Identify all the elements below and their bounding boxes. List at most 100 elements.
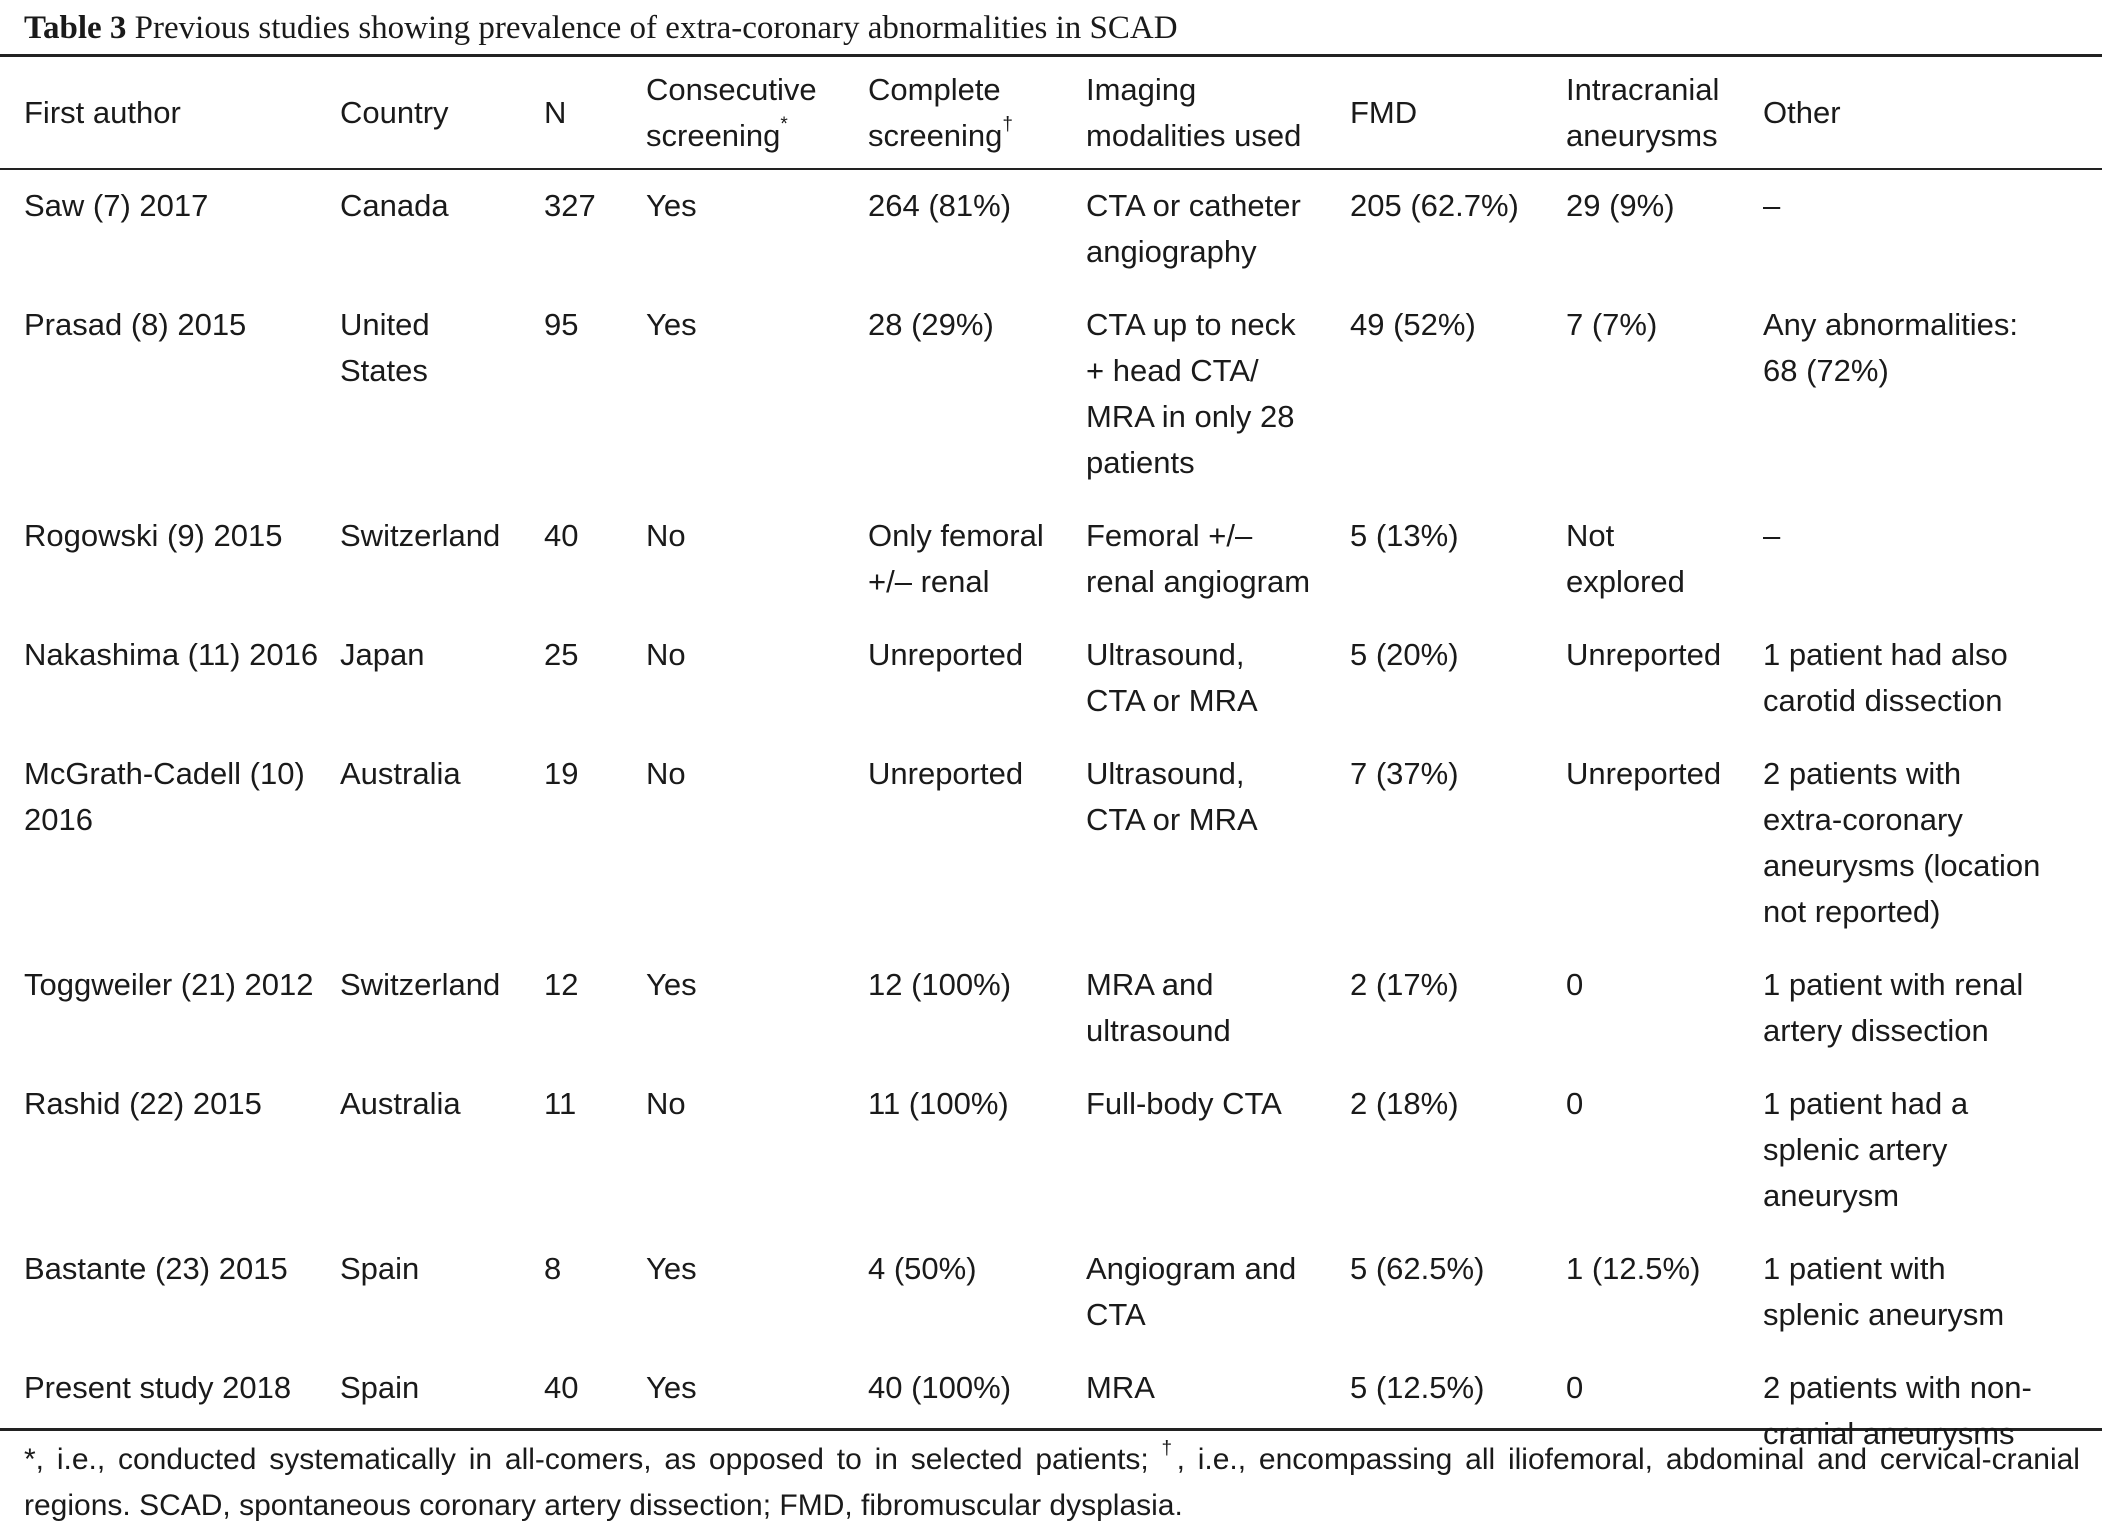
cell-fmd: 205 (62.7%) bbox=[1350, 168, 1566, 287]
cell-line: patients bbox=[1086, 445, 1195, 480]
cell-line: aneurysm bbox=[1763, 1178, 1900, 1213]
header-consecutive-screening: Consecutive screening* bbox=[646, 57, 868, 168]
cell-line: 205 (62.7%) bbox=[1350, 188, 1519, 223]
cell-line: 29 (9%) bbox=[1566, 188, 1675, 223]
footnote-dagger: † bbox=[1161, 1438, 1177, 1459]
footnote-part1: *, i.e., conducted systematically in all… bbox=[24, 1443, 1162, 1476]
header-line: Country bbox=[340, 94, 449, 130]
table-label: Table 3 bbox=[24, 10, 127, 46]
cell-consecutive-screening: Yes bbox=[646, 168, 868, 287]
cell-consecutive-screening: No bbox=[646, 736, 868, 947]
cell-fmd: 49 (52%) bbox=[1350, 287, 1566, 498]
header-line: Imaging bbox=[1086, 71, 1197, 107]
cell-line: Unreported bbox=[1566, 756, 1722, 791]
cell-line: 1 patient had a bbox=[1763, 1086, 1969, 1121]
cell-first-author: Toggweiler (21) 2012 bbox=[0, 947, 340, 1066]
cell-fmd: 5 (12.5%) bbox=[1350, 1350, 1566, 1463]
cell-line: CTA or MRA bbox=[1086, 802, 1258, 837]
cell-line: 25 bbox=[544, 637, 579, 672]
cell-consecutive-screening: No bbox=[646, 1066, 868, 1231]
cell-line: Rashid (22) 2015 bbox=[24, 1086, 262, 1121]
table-title: Previous studies showing prevalence of e… bbox=[126, 10, 1178, 46]
cell-line: Full-body CTA bbox=[1086, 1086, 1282, 1121]
cell-line: 2 patients with non- bbox=[1763, 1370, 2032, 1405]
cell-imaging-modalities: Angiogram and CTA bbox=[1086, 1231, 1350, 1350]
cell-line: 264 (81%) bbox=[868, 188, 1012, 223]
cell-line: 19 bbox=[544, 756, 579, 791]
header-rule bbox=[0, 168, 2102, 170]
cell-complete-screening: 12 (100%) bbox=[868, 947, 1086, 1066]
header-line: modalities used bbox=[1086, 117, 1302, 153]
cell-line: Canada bbox=[340, 188, 449, 223]
header-footnote-mark: * bbox=[780, 114, 788, 136]
cell-fmd: 7 (37%) bbox=[1350, 736, 1566, 947]
cell-line: Not bbox=[1566, 518, 1615, 553]
cell-line: Bastante (23) 2015 bbox=[24, 1251, 288, 1286]
header-line: FMD bbox=[1350, 94, 1418, 130]
header-footnote-mark: † bbox=[1002, 114, 1013, 136]
cell-line: – bbox=[1763, 188, 1781, 223]
header-line: N bbox=[544, 94, 567, 130]
cell-first-author: Saw (7) 2017 bbox=[0, 168, 340, 287]
cell-line: renal angiogram bbox=[1086, 564, 1311, 599]
cell-other: 1 patient had also carotid dissection bbox=[1763, 617, 2102, 736]
cell-complete-screening: Unreported bbox=[868, 736, 1086, 947]
cell-other: Any abnormalities: 68 (72%) bbox=[1763, 287, 2102, 498]
cell-line: McGrath-Cadell (10) bbox=[24, 756, 305, 791]
cell-line: Spain bbox=[340, 1370, 420, 1405]
cell-line: 12 (100%) bbox=[868, 967, 1012, 1002]
cell-country: Australia bbox=[340, 1066, 544, 1231]
cell-line: CTA up to neck bbox=[1086, 307, 1296, 342]
cell-other: 1 patient with splenic aneurysm bbox=[1763, 1231, 2102, 1350]
cell-line: angiography bbox=[1086, 234, 1257, 269]
cell-other: 1 patient with renal artery dissection bbox=[1763, 947, 2102, 1066]
table-row: Rogowski (9) 2015 Switzerland 40 No Only fem… bbox=[0, 498, 2102, 617]
cell-line: MRA in only 28 bbox=[1086, 399, 1295, 434]
cell-complete-screening: Only femoral +/– renal bbox=[868, 498, 1086, 617]
cell-line: Yes bbox=[646, 967, 697, 1002]
cell-other: 2 patients with non-cranial aneurysms bbox=[1763, 1350, 2102, 1463]
studies-table: First author Country N Consecutive screening… bbox=[0, 57, 2102, 1463]
cell-country: Spain bbox=[340, 1231, 544, 1350]
table-row: Toggweiler (21) 2012 Switzerland 12 Yes 12 (… bbox=[0, 947, 2102, 1066]
cell-complete-screening: 11 (100%) bbox=[868, 1066, 1086, 1231]
cell-consecutive-screening: No bbox=[646, 617, 868, 736]
cell-line: cranial aneurysms bbox=[1763, 1416, 2015, 1451]
cell-line: 40 bbox=[544, 1370, 579, 1405]
cell-consecutive-screening: Yes bbox=[646, 287, 868, 498]
cell-line: splenic artery bbox=[1763, 1132, 1948, 1167]
cell-line: Switzerland bbox=[340, 518, 501, 553]
cell-n: 327 bbox=[544, 168, 646, 287]
cell-line: 1 patient with renal bbox=[1763, 967, 2024, 1002]
cell-line: – bbox=[1763, 518, 1781, 553]
table-row: Nakashima (11) 2016 Japan 25 No Unreported Ul… bbox=[0, 617, 2102, 736]
cell-line: Nakashima (11) 2016 bbox=[24, 637, 319, 672]
cell-n: 40 bbox=[544, 498, 646, 617]
cell-consecutive-screening: Yes bbox=[646, 1350, 868, 1463]
cell-line: 95 bbox=[544, 307, 579, 342]
header-line: Intracranial bbox=[1566, 71, 1720, 107]
cell-line: 40 (100%) bbox=[868, 1370, 1012, 1405]
bottom-rule bbox=[0, 1428, 2102, 1431]
cell-line: Unreported bbox=[1566, 637, 1722, 672]
cell-intracranial-aneurysms: 1 (12.5%) bbox=[1566, 1231, 1763, 1350]
cell-complete-screening: Unreported bbox=[868, 617, 1086, 736]
cell-intracranial-aneurysms: 7 (7%) bbox=[1566, 287, 1763, 498]
cell-n: 40 bbox=[544, 1350, 646, 1463]
cell-imaging-modalities: MRA bbox=[1086, 1350, 1350, 1463]
cell-country: Spain bbox=[340, 1350, 544, 1463]
cell-line: 5 (20%) bbox=[1350, 637, 1459, 672]
cell-line: 2016 bbox=[24, 802, 93, 837]
cell-complete-screening: 28 (29%) bbox=[868, 287, 1086, 498]
cell-line: United bbox=[340, 307, 430, 342]
cell-first-author: Nakashima (11) 2016 bbox=[0, 617, 340, 736]
cell-other: – bbox=[1763, 168, 2102, 287]
cell-line: Unreported bbox=[868, 756, 1024, 791]
cell-imaging-modalities: Ultrasound, CTA or MRA bbox=[1086, 617, 1350, 736]
header-first-author: First author bbox=[0, 57, 340, 168]
cell-line: 0 bbox=[1566, 967, 1584, 1002]
cell-first-author: Present study 2018 bbox=[0, 1350, 340, 1463]
cell-n: 11 bbox=[544, 1066, 646, 1231]
header-country: Country bbox=[340, 57, 544, 168]
cell-line: 2 patients with bbox=[1763, 756, 1962, 791]
